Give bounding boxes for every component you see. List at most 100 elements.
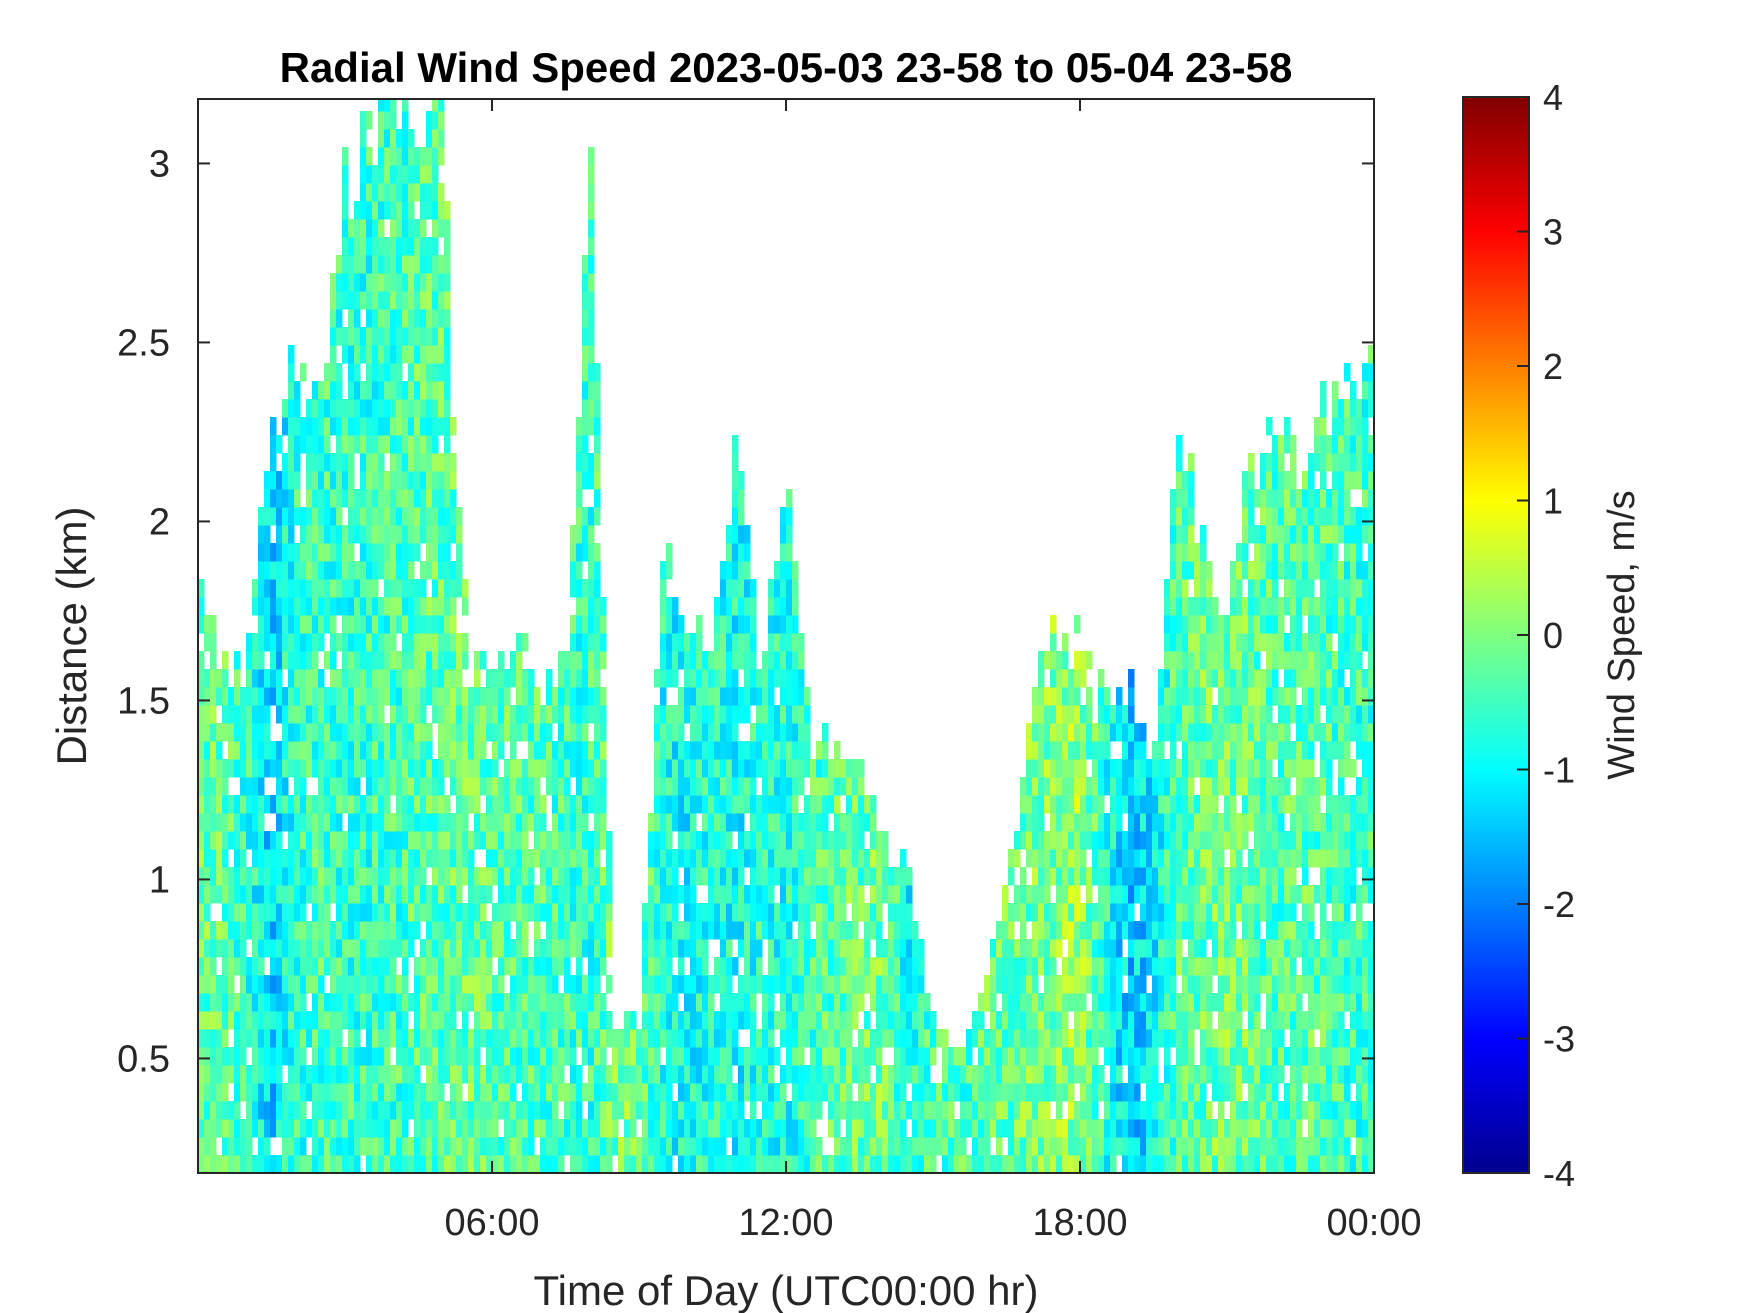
- heatmap-cell: [318, 1119, 325, 1138]
- heatmap-cell: [750, 1047, 757, 1066]
- heatmap-cell: [282, 777, 289, 796]
- heatmap-cell: [414, 759, 421, 778]
- heatmap-cell: [984, 1029, 991, 1048]
- heatmap-cell: [720, 939, 727, 958]
- heatmap-cell: [684, 849, 691, 868]
- heatmap-cell: [492, 831, 499, 850]
- heatmap-cell: [1194, 1065, 1201, 1084]
- heatmap-cell: [360, 543, 367, 562]
- heatmap-cell: [780, 885, 787, 904]
- heatmap-cell: [1044, 741, 1051, 760]
- heatmap-cell: [360, 1047, 367, 1066]
- heatmap-cell: [444, 633, 451, 652]
- heatmap-cell: [342, 1047, 349, 1066]
- heatmap-cell: [1068, 1101, 1075, 1120]
- heatmap-cell: [762, 1047, 769, 1066]
- heatmap-cell: [834, 867, 841, 886]
- heatmap-cell: [1056, 1047, 1063, 1066]
- heatmap-cell: [792, 687, 799, 706]
- heatmap-cell: [372, 777, 379, 796]
- heatmap-cell: [750, 651, 757, 670]
- heatmap-cell: [768, 1029, 775, 1048]
- heatmap-cell: [750, 975, 757, 994]
- heatmap-cell: [1116, 1083, 1123, 1102]
- heatmap-cell: [1050, 957, 1057, 976]
- heatmap-cell: [438, 129, 445, 148]
- heatmap-cell: [684, 867, 691, 886]
- heatmap-cell: [348, 1029, 355, 1048]
- heatmap-cell: [378, 327, 385, 346]
- heatmap-cell: [306, 795, 313, 814]
- heatmap-cell: [696, 921, 703, 940]
- heatmap-cell: [336, 939, 343, 958]
- heatmap-cell: [486, 975, 493, 994]
- heatmap-cell: [198, 597, 205, 616]
- heatmap-cell: [276, 525, 283, 544]
- heatmap-cell: [960, 1155, 967, 1173]
- heatmap-cell: [432, 795, 439, 814]
- heatmap-cell: [360, 111, 367, 130]
- heatmap-cell: [1122, 867, 1129, 886]
- heatmap-cell: [246, 1011, 253, 1030]
- heatmap-cell: [366, 543, 373, 562]
- heatmap-cell: [762, 1083, 769, 1102]
- heatmap-cell: [738, 561, 745, 580]
- heatmap-cell: [360, 597, 367, 616]
- heatmap-cell: [690, 705, 697, 724]
- heatmap-cell: [1212, 795, 1219, 814]
- heatmap-cell: [996, 957, 1003, 976]
- heatmap-cell: [798, 705, 805, 724]
- heatmap-cell: [354, 939, 361, 958]
- heatmap-cell: [1212, 1029, 1219, 1048]
- heatmap-cell: [1200, 777, 1207, 796]
- heatmap-cell: [426, 327, 433, 346]
- heatmap-cell: [864, 1047, 871, 1066]
- heatmap-cell: [336, 435, 343, 454]
- heatmap-cell: [738, 813, 745, 832]
- heatmap-cell: [396, 1029, 403, 1048]
- heatmap-cell: [714, 1065, 721, 1084]
- heatmap-cell: [306, 615, 313, 634]
- heatmap-cell: [348, 939, 355, 958]
- heatmap-cell: [450, 453, 457, 472]
- heatmap-cell: [864, 1101, 871, 1120]
- heatmap-cell: [696, 975, 703, 994]
- heatmap-cell: [1038, 651, 1045, 670]
- heatmap-cell: [744, 597, 751, 616]
- heatmap-cell: [726, 723, 733, 742]
- heatmap-cell: [432, 147, 439, 166]
- heatmap-cell: [420, 633, 427, 652]
- heatmap-cell: [1200, 759, 1207, 778]
- heatmap-cell: [324, 417, 331, 436]
- heatmap-cell: [654, 993, 661, 1012]
- heatmap-cell: [456, 957, 463, 976]
- heatmap-cell: [444, 1047, 451, 1066]
- heatmap-cell: [726, 795, 733, 814]
- heatmap-cell: [432, 219, 439, 238]
- heatmap-cell: [246, 1083, 253, 1102]
- heatmap-cell: [360, 291, 367, 310]
- heatmap-cell: [384, 975, 391, 994]
- heatmap-cell: [996, 921, 1003, 940]
- heatmap-cell: [270, 615, 277, 634]
- heatmap-cell: [378, 975, 385, 994]
- heatmap-cell: [846, 993, 853, 1012]
- heatmap-cell: [696, 1029, 703, 1048]
- heatmap-cell: [666, 651, 673, 670]
- heatmap-cell: [864, 1137, 871, 1156]
- heatmap-cell: [462, 975, 469, 994]
- heatmap-cell: [1170, 597, 1177, 616]
- heatmap-cell: [756, 1065, 763, 1084]
- heatmap-cell: [1200, 957, 1207, 976]
- heatmap-cell: [804, 903, 811, 922]
- heatmap-cell: [942, 1029, 949, 1048]
- heatmap-cell: [210, 1083, 217, 1102]
- heatmap-cell: [366, 1083, 373, 1102]
- heatmap-cell: [906, 867, 913, 886]
- heatmap-cell: [1176, 1011, 1183, 1030]
- heatmap-cell: [1152, 993, 1159, 1012]
- heatmap-cell: [894, 1065, 901, 1084]
- heatmap-cell: [684, 903, 691, 922]
- heatmap-cell: [282, 903, 289, 922]
- heatmap-cell: [582, 255, 589, 274]
